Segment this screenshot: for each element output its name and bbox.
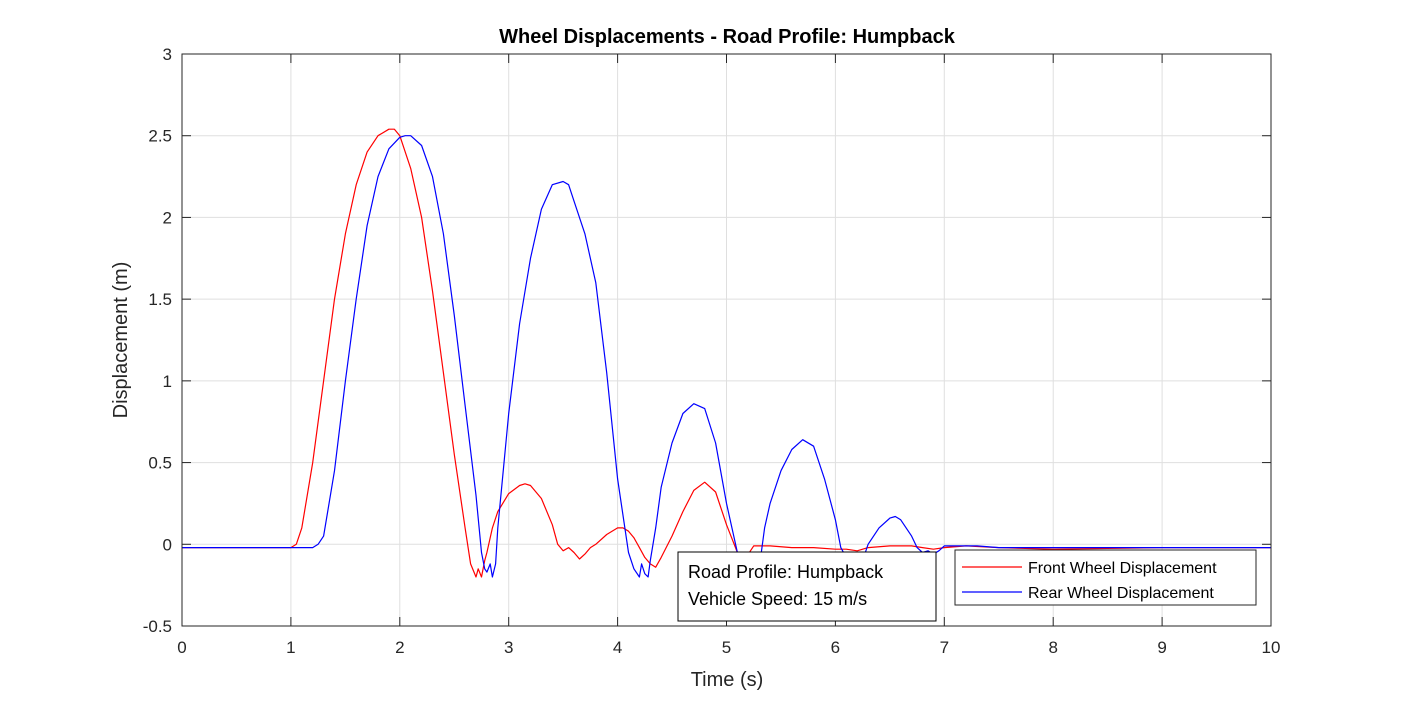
- chart-title: Wheel Displacements - Road Profile: Hump…: [499, 26, 956, 48]
- y-axis-label: Displacement (m): [110, 262, 132, 419]
- y-tick-label: 3: [163, 45, 172, 64]
- legend-frame: [954, 549, 1257, 606]
- y-tick-label: 1: [163, 372, 172, 391]
- y-tick-label: 2.5: [148, 127, 172, 146]
- y-tick-label: 2: [163, 208, 172, 227]
- x-tick-label: 2: [395, 638, 404, 657]
- series-lines: [182, 128, 1271, 578]
- x-tick-label: 8: [1048, 638, 1057, 657]
- x-tick-label: 10: [1262, 638, 1281, 657]
- x-tick-label: 6: [831, 638, 840, 657]
- rear-wheel-line: [182, 135, 1271, 578]
- y-tick-label: -0.5: [143, 617, 172, 636]
- annotation-box: Road Profile: Humpback Vehicle Speed: 15…: [677, 551, 937, 622]
- annotation-road-profile: Road Profile: Humpback: [688, 562, 884, 582]
- x-tick-label: 4: [613, 638, 622, 657]
- x-tick-label: 5: [722, 638, 731, 657]
- x-axis-label: Time (s): [691, 669, 764, 691]
- annotation-box-frame: [677, 551, 937, 622]
- x-tick-label: 9: [1157, 638, 1166, 657]
- legend: Front Wheel Displacement Rear Wheel Disp…: [954, 549, 1257, 606]
- y-tick-label: 0.5: [148, 454, 172, 473]
- grid-lines: [181, 53, 1272, 627]
- y-tick-label: 1.5: [148, 290, 172, 309]
- x-tick-label: 0: [177, 638, 186, 657]
- front-wheel-line: [182, 128, 1271, 578]
- legend-label-front: Front Wheel Displacement: [1028, 560, 1217, 577]
- legend-label-rear: Rear Wheel Displacement: [1028, 585, 1214, 602]
- x-tick-label: 1: [286, 638, 295, 657]
- x-tick-label: 3: [504, 638, 513, 657]
- x-tick-label: 7: [940, 638, 949, 657]
- y-tick-label: 0: [163, 535, 172, 554]
- annotation-vehicle-speed: Vehicle Speed: 15 m/s: [688, 589, 867, 609]
- axis-ticks: 0 1 2 3 4 5 6 7 8 9 10 -0.5 0 0.5 1 1.5 2 2.5 3: [143, 45, 1281, 657]
